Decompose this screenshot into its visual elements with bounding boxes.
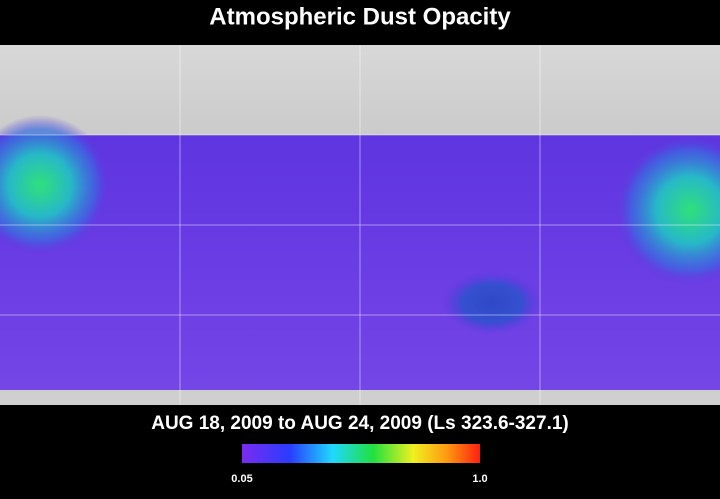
subtitle: AUG 18, 2009 to AUG 24, 2009 (Ls 323.6-3… bbox=[151, 413, 569, 434]
colorbar-max-label: 1.0 bbox=[472, 473, 487, 485]
colorbar bbox=[242, 444, 480, 463]
dust-cloud bbox=[0, 115, 110, 255]
graticule bbox=[0, 45, 720, 405]
colorbar-min-label: 0.05 bbox=[231, 473, 252, 485]
map bbox=[0, 45, 720, 405]
crater bbox=[442, 271, 542, 335]
title: Atmospheric Dust Opacity bbox=[209, 3, 511, 30]
dust-layer bbox=[0, 135, 720, 390]
dust-cloud bbox=[615, 135, 720, 285]
